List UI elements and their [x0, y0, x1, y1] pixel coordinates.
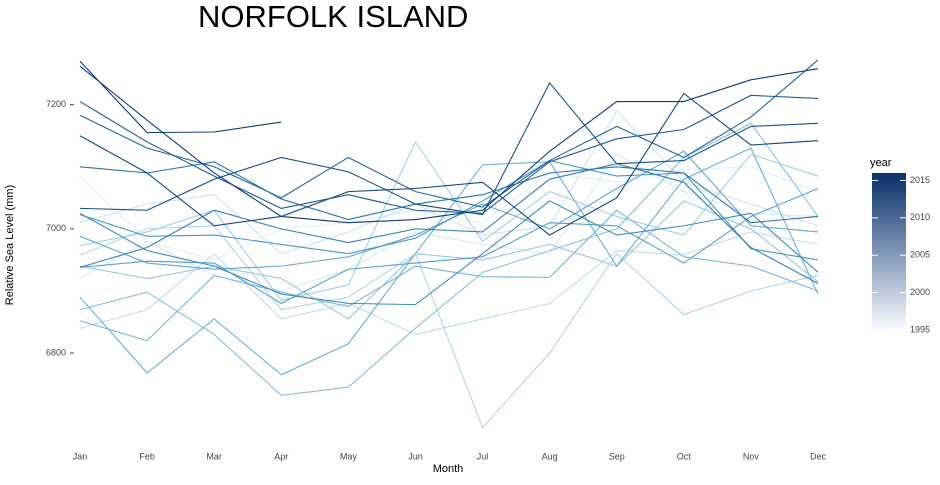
x-tick-label: Nov: [743, 451, 760, 461]
series-line: [79, 209, 819, 342]
series-line: [79, 94, 819, 214]
x-tick-label: Feb: [139, 451, 155, 461]
x-axis-label: Month: [433, 463, 464, 475]
series-line: [79, 166, 819, 261]
series-line: [79, 60, 282, 134]
x-tick-label: Jun: [408, 451, 423, 461]
x-tick-label: Oct: [677, 451, 692, 461]
series-line: [79, 188, 819, 305]
x-tick-label: Mar: [206, 451, 222, 461]
x-tick-label: Sep: [609, 451, 625, 461]
y-axis-label: Relative Sea Level (mm): [4, 185, 16, 305]
series-line: [79, 153, 819, 292]
series-line: [79, 81, 819, 216]
series-line: [79, 159, 819, 261]
colorbar-title: year: [870, 157, 892, 169]
y-tick-label: 7000: [46, 223, 66, 233]
y-tick-label: 6800: [46, 347, 66, 357]
x-tick-label: May: [340, 451, 358, 461]
y-tick-label: 7200: [46, 99, 66, 109]
series-line: [79, 200, 819, 306]
x-tick-label: Apr: [274, 451, 288, 461]
colorbar-label: 1995: [910, 324, 930, 334]
colorbar: [872, 173, 906, 330]
x-tick-label: Jul: [477, 451, 489, 461]
series-line: [79, 92, 819, 236]
x-tick-label: Aug: [542, 451, 558, 461]
colorbar-label: 2010: [910, 212, 930, 222]
series-line: [79, 163, 819, 285]
series-line: [79, 225, 819, 429]
series-line: [79, 65, 819, 224]
colorbar-label: 2005: [910, 250, 930, 260]
x-tick-label: Dec: [810, 451, 827, 461]
colorbar-label: 2000: [910, 287, 930, 297]
x-tick-label: Jan: [73, 451, 88, 461]
series-line: [79, 140, 819, 301]
colorbar-label: 2015: [910, 175, 930, 185]
chart-title: NORFOLK ISLAND: [198, 0, 468, 34]
